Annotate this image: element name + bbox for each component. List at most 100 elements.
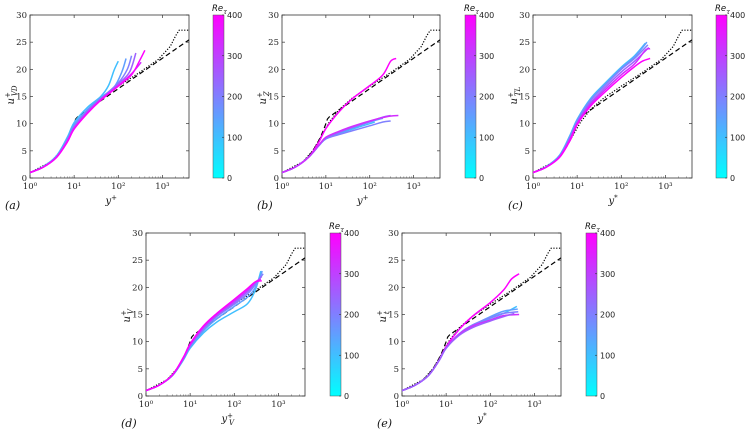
series-line-re150 (402, 308, 518, 392)
x-tick-label: 10¹ (183, 400, 197, 410)
x-axis-label: y* (477, 412, 488, 425)
panel-a: 0 5 10 15 20 25 30 10⁰ 10¹ 10² 10³ y+ u+VD 0 100 200 300… (4, 4, 242, 212)
y-axis-label: u+TL (507, 87, 522, 105)
y-axis-label: u+Z (256, 91, 271, 104)
x-tick-label: 10² (111, 182, 125, 192)
y-tick-label: 25 (16, 38, 27, 48)
series-line-re400 (533, 57, 651, 174)
dotted-reference-curve (30, 29, 189, 174)
y-tick-label: 30 (268, 11, 279, 21)
colorbar-tick-label: 400 (227, 11, 242, 20)
colorbar-title: Reτ (585, 222, 600, 234)
x-tick-label: 10² (614, 182, 628, 192)
y-tick-label: 25 (388, 256, 399, 266)
dashed-reference-curve (282, 39, 440, 174)
series-line-re330 (402, 313, 520, 392)
x-axis-label: y+ (105, 194, 118, 207)
y-tick-label: 0 (138, 392, 143, 402)
y-tick-label: 25 (132, 256, 143, 266)
y-tick-label: 5 (525, 147, 530, 157)
colorbar-tick-label: 100 (344, 351, 359, 360)
y-axis-label: u+t (376, 310, 391, 322)
y-tick-label: 5 (138, 365, 143, 375)
colorbar-tick-label: 0 (479, 174, 484, 183)
dashed-reference-curve (533, 39, 692, 174)
y-tick-label: 20 (519, 65, 530, 75)
panel-b: 0 5 10 15 20 25 30 10⁰ 10¹ 10² 10³ y+ u+Z 0 100 200 300 4… (256, 4, 494, 212)
y-tick-label: 10 (388, 338, 399, 348)
x-axis-label: y* (608, 194, 619, 207)
colorbar-title: Reτ (464, 4, 479, 16)
series-line-re100 (402, 305, 518, 392)
colorbar-tick-label: 200 (600, 311, 615, 320)
y-axis-label: u+V (120, 308, 135, 322)
y-tick-label: 10 (16, 120, 27, 130)
colorbar-tick-label: 300 (730, 52, 745, 61)
y-tick-label: 15 (16, 93, 27, 103)
series-line-re400 (146, 280, 262, 392)
y-tick-label: 10 (268, 120, 279, 130)
colorbar-tick-label: 100 (479, 133, 494, 142)
dotted-reference-curve (402, 247, 561, 392)
x-tick-label: 10⁰ (139, 400, 154, 410)
dashed-reference-curve (402, 257, 561, 392)
x-tick-label: 10² (227, 400, 241, 410)
dotted-reference-curve (533, 29, 692, 174)
y-tick-label: 20 (268, 65, 279, 75)
colorbar-tick-label: 100 (600, 351, 615, 360)
plot-area (146, 247, 305, 392)
y-tick-label: 30 (16, 11, 27, 21)
x-tick-label: 10¹ (570, 182, 584, 192)
y-tick-label: 30 (388, 229, 399, 239)
colorbar-tick-label: 100 (227, 133, 242, 142)
x-tick-label: 10² (483, 400, 497, 410)
series-line-re200 (402, 311, 519, 392)
series-line-re330 (282, 114, 399, 174)
x-tick-label: 10³ (658, 182, 672, 192)
x-tick-label: 10¹ (319, 182, 333, 192)
panel-label: (a) (5, 199, 20, 212)
colorbar-tick-label: 0 (227, 174, 232, 183)
dotted-reference-curve (146, 247, 305, 392)
colorbar-tick-label: 400 (730, 11, 745, 20)
dotted-reference-curve (282, 29, 440, 174)
y-tick-label: 0 (525, 174, 530, 184)
colorbar-title: Reτ (212, 4, 227, 16)
series-line-re400 (30, 49, 146, 174)
y-tick-label: 0 (274, 174, 279, 184)
colorbar-tick-label: 200 (479, 93, 494, 102)
y-tick-label: 15 (268, 93, 279, 103)
y-tick-label: 25 (519, 38, 530, 48)
axes-frame (401, 232, 562, 397)
panel-label: (c) (508, 199, 523, 212)
colorbar-tick-label: 0 (730, 174, 735, 183)
plot-area (533, 29, 692, 174)
y-tick-label: 20 (132, 283, 143, 293)
colorbar-tick-label: 300 (600, 270, 615, 279)
panel-c: 0 5 10 15 20 25 30 10⁰ 10¹ 10² 10³ y* u+TL 0 100 200 300… (507, 4, 745, 212)
y-tick-label: 20 (16, 65, 27, 75)
colorbar-tick-label: 300 (344, 270, 359, 279)
colorbar-tick-label: 100 (730, 133, 745, 142)
x-axis-label: y+ (356, 194, 369, 207)
y-tick-label: 10 (519, 120, 530, 130)
y-tick-label: 0 (22, 174, 27, 184)
axes-frame (145, 232, 306, 397)
x-tick-label: 10³ (271, 400, 285, 410)
y-tick-label: 0 (394, 392, 399, 402)
plot-area (282, 29, 440, 174)
axes-frame (532, 14, 693, 179)
panel-label: (e) (377, 417, 392, 430)
series-line-re150 (146, 270, 263, 392)
x-tick-label: 10³ (155, 182, 169, 192)
y-tick-label: 5 (22, 147, 27, 157)
colorbar-tick-label: 200 (730, 93, 745, 102)
y-tick-label: 15 (132, 311, 143, 321)
dashed-reference-curve (30, 39, 189, 174)
y-tick-label: 30 (519, 11, 530, 21)
x-tick-label: 10¹ (67, 182, 81, 192)
plot-area (30, 29, 189, 174)
colorbar-tick-label: 0 (344, 392, 349, 401)
y-axis-label: u+VD (4, 85, 19, 104)
